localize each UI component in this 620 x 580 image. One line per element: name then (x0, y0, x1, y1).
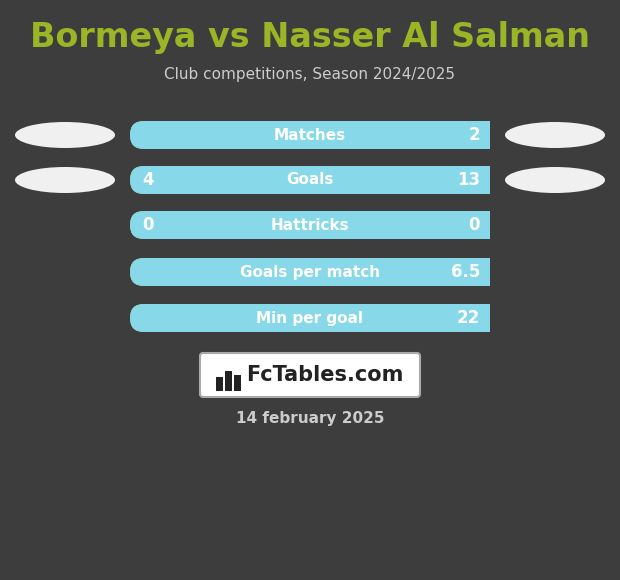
Text: Min per goal: Min per goal (257, 310, 363, 325)
Bar (310, 121, 490, 149)
FancyBboxPatch shape (130, 121, 490, 149)
FancyBboxPatch shape (130, 304, 490, 332)
Bar (310, 258, 490, 286)
FancyBboxPatch shape (130, 166, 490, 194)
Ellipse shape (505, 122, 605, 148)
FancyBboxPatch shape (130, 258, 490, 286)
FancyBboxPatch shape (130, 258, 490, 286)
Bar (225, 371, 232, 391)
Ellipse shape (15, 167, 115, 193)
Text: 6.5: 6.5 (451, 263, 480, 281)
Ellipse shape (505, 167, 605, 193)
FancyBboxPatch shape (130, 166, 490, 194)
FancyBboxPatch shape (130, 304, 490, 332)
Text: Matches: Matches (274, 128, 346, 143)
Ellipse shape (15, 122, 115, 148)
Text: 0: 0 (469, 216, 480, 234)
FancyBboxPatch shape (130, 211, 490, 239)
Text: FcTables.com: FcTables.com (246, 365, 404, 385)
FancyBboxPatch shape (130, 121, 490, 149)
Text: Bormeya vs Nasser Al Salman: Bormeya vs Nasser Al Salman (30, 21, 590, 55)
FancyBboxPatch shape (130, 304, 490, 332)
FancyBboxPatch shape (130, 211, 490, 239)
Text: 2: 2 (468, 126, 480, 144)
Text: 0: 0 (142, 216, 154, 234)
Bar (215, 166, 490, 194)
Text: 22: 22 (457, 309, 480, 327)
Bar (310, 304, 490, 332)
FancyBboxPatch shape (130, 166, 490, 194)
Text: Goals per match: Goals per match (240, 264, 380, 280)
FancyBboxPatch shape (130, 211, 490, 239)
Text: 13: 13 (457, 171, 480, 189)
FancyBboxPatch shape (200, 353, 420, 397)
Bar (234, 375, 241, 391)
Bar (216, 377, 223, 391)
Text: Club competitions, Season 2024/2025: Club competitions, Season 2024/2025 (164, 67, 456, 82)
Text: 4: 4 (142, 171, 154, 189)
FancyBboxPatch shape (130, 121, 490, 149)
Bar (310, 211, 490, 239)
Text: 14 february 2025: 14 february 2025 (236, 411, 384, 426)
FancyBboxPatch shape (130, 258, 490, 286)
Text: Goals: Goals (286, 172, 334, 187)
Text: Hattricks: Hattricks (271, 218, 349, 233)
